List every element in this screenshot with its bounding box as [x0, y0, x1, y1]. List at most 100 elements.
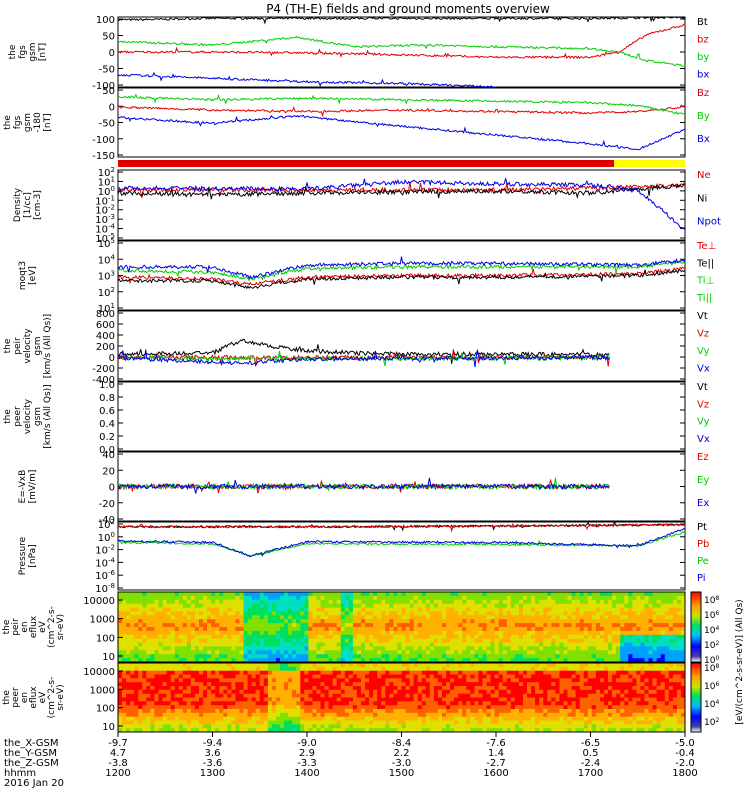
- heatmap-cell: [547, 693, 552, 699]
- heatmap-cell: [178, 670, 184, 676]
- heatmap-cell: [239, 716, 245, 722]
- heatmap-cell: [308, 701, 313, 706]
- heatmap-cell: [126, 663, 131, 668]
- heatmap-cell: [652, 658, 658, 662]
- heatmap-cell: [547, 642, 552, 648]
- heatmap-cell: [490, 611, 496, 616]
- heatmap-cell: [486, 701, 492, 706]
- heatmap-cell: [215, 693, 220, 699]
- heatmap-cell: [142, 666, 147, 672]
- heatmap-cell: [494, 663, 500, 668]
- heatmap-cell: [551, 595, 556, 601]
- heatmap-cell: [567, 646, 573, 651]
- heatmap-cell: [462, 592, 467, 597]
- heatmap-cell: [648, 619, 654, 624]
- heatmap-cell: [437, 607, 443, 613]
- heatmap-cell: [134, 611, 139, 616]
- heatmap-cell: [555, 634, 560, 640]
- heatmap-cell: [482, 607, 488, 613]
- heatmap-cell: [421, 666, 427, 672]
- heatmap-cell: [328, 638, 334, 644]
- heatmap-cell: [158, 663, 164, 668]
- heatmap-cell: [405, 709, 411, 714]
- heatmap-cell: [356, 646, 362, 651]
- heatmap-cell: [571, 623, 577, 628]
- heatmap-cell: [425, 654, 431, 659]
- heatmap-cell: [332, 658, 338, 662]
- heatmap-cell: [450, 619, 455, 624]
- heatmap-cell: [194, 630, 200, 636]
- heatmap-cell: [251, 712, 257, 718]
- heatmap-cell: [535, 638, 540, 644]
- heatmap-cell: [413, 650, 419, 655]
- heatmap-cell: [433, 678, 439, 683]
- heatmap-cell: [251, 615, 257, 620]
- heatmap-cell: [385, 603, 390, 609]
- heatmap-cell: [514, 670, 520, 676]
- heatmap-cell: [672, 603, 678, 609]
- heatmap-cell: [604, 697, 609, 702]
- heatmap-cell: [482, 603, 488, 609]
- heatmap-cell: [267, 678, 273, 683]
- heatmap-cell: [433, 599, 439, 605]
- heatmap-cell: [644, 615, 650, 620]
- heatmap-cell: [178, 697, 184, 702]
- heatmap-cell: [316, 599, 321, 605]
- heatmap-cell: [296, 724, 301, 729]
- heatmap-cell: [575, 709, 581, 714]
- heatmap-cell: [450, 592, 455, 597]
- heatmap-cell: [154, 634, 159, 640]
- heatmap-cell: [271, 630, 277, 636]
- heatmap-cell: [409, 623, 415, 628]
- heatmap-cell: [604, 630, 609, 636]
- heatmap-cell: [523, 627, 528, 632]
- heatmap-cell: [664, 630, 670, 636]
- heatmap-cell: [664, 646, 670, 651]
- heatmap-cell: [146, 674, 151, 679]
- heatmap-cell: [118, 658, 123, 662]
- heatmap-cell: [328, 599, 334, 605]
- heatmap-cell: [373, 686, 378, 691]
- heatmap-cell: [361, 693, 366, 699]
- heatmap-cell: [470, 646, 475, 651]
- tick-exponent: 3: [111, 270, 115, 278]
- heatmap-cell: [194, 674, 200, 679]
- heatmap-cell: [648, 595, 654, 601]
- heatmap-cell: [510, 615, 516, 620]
- heatmap-cell: [361, 627, 366, 632]
- heatmap-cell: [344, 663, 350, 668]
- heatmap-cell: [239, 712, 245, 718]
- heatmap-cell: [207, 724, 212, 729]
- heatmap-cell: [126, 603, 131, 609]
- heatmap-cell: [365, 642, 370, 648]
- heatmap-cell: [275, 705, 281, 710]
- heatmap-cell: [146, 712, 151, 718]
- heatmap-cell: [263, 720, 269, 725]
- heatmap-cell: [150, 630, 155, 636]
- heatmap-cell: [259, 701, 265, 706]
- heatmap-cell: [401, 611, 407, 616]
- heatmap-cell: [190, 646, 196, 651]
- heatmap-cell: [393, 728, 398, 732]
- heatmap-cell: [219, 678, 224, 683]
- heatmap-cell: [437, 674, 443, 679]
- heatmap-cell: [660, 599, 666, 605]
- heatmap-cell: [514, 627, 520, 632]
- heatmap-cell: [437, 599, 443, 605]
- heatmap-cell: [595, 720, 601, 725]
- heatmap-cell: [575, 638, 581, 644]
- heatmap-cell: [433, 689, 439, 695]
- heatmap-cell: [304, 686, 309, 691]
- heatmap-cell: [636, 658, 641, 662]
- heatmap-cell: [466, 619, 471, 624]
- heatmap-cell: [559, 709, 565, 714]
- heatmap-cell: [535, 674, 540, 679]
- heatmap-cell: [608, 693, 613, 699]
- heatmap-cell: [381, 666, 386, 672]
- heatmap-cell: [486, 592, 492, 597]
- heatmap-cell: [506, 701, 512, 706]
- heatmap-cell: [620, 603, 625, 609]
- heatmap-cell: [397, 712, 402, 718]
- heatmap-cell: [126, 592, 131, 597]
- heatmap-cell: [284, 689, 289, 695]
